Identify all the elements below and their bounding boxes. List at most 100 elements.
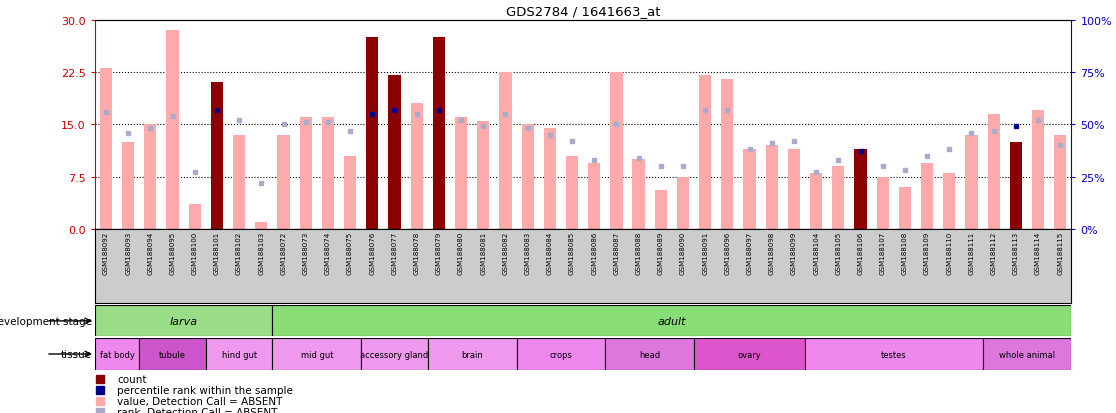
Bar bbox=[810, 173, 822, 229]
Text: GSM188115: GSM188115 bbox=[1057, 231, 1064, 275]
Bar bbox=[362, 339, 427, 370]
Text: GSM188080: GSM188080 bbox=[458, 231, 464, 275]
Bar bbox=[455, 118, 468, 229]
Text: larva: larva bbox=[170, 316, 198, 326]
Text: GSM188095: GSM188095 bbox=[170, 231, 175, 275]
Text: GSM188090: GSM188090 bbox=[680, 231, 686, 275]
Bar bbox=[144, 125, 156, 229]
Text: GSM188107: GSM188107 bbox=[879, 231, 886, 275]
Bar bbox=[256, 222, 268, 229]
Text: mid gut: mid gut bbox=[300, 350, 333, 358]
Text: GSM188073: GSM188073 bbox=[302, 231, 309, 275]
Title: GDS2784 / 1641663_at: GDS2784 / 1641663_at bbox=[506, 5, 661, 18]
Text: GSM188102: GSM188102 bbox=[237, 231, 242, 275]
Bar bbox=[876, 177, 888, 229]
Bar bbox=[1010, 142, 1022, 229]
Bar bbox=[122, 142, 134, 229]
Bar bbox=[388, 76, 401, 229]
Bar bbox=[610, 73, 623, 229]
Text: GSM188093: GSM188093 bbox=[125, 231, 132, 275]
Text: GSM188109: GSM188109 bbox=[924, 231, 930, 275]
Bar bbox=[478, 121, 489, 229]
Text: ovary: ovary bbox=[738, 350, 761, 358]
Text: GSM188110: GSM188110 bbox=[946, 231, 952, 275]
Text: GSM188114: GSM188114 bbox=[1035, 231, 1041, 275]
Bar bbox=[272, 306, 1071, 337]
Bar bbox=[189, 205, 201, 229]
Text: value, Detection Call = ABSENT: value, Detection Call = ABSENT bbox=[117, 396, 282, 406]
Bar bbox=[965, 135, 978, 229]
Text: GSM188081: GSM188081 bbox=[480, 231, 487, 275]
Text: GSM188089: GSM188089 bbox=[657, 231, 664, 275]
Text: GSM188097: GSM188097 bbox=[747, 231, 752, 275]
Bar bbox=[982, 339, 1071, 370]
Text: GSM188099: GSM188099 bbox=[791, 231, 797, 275]
Text: GSM188074: GSM188074 bbox=[325, 231, 330, 275]
Bar bbox=[855, 149, 867, 229]
Bar bbox=[411, 104, 423, 229]
Text: whole animal: whole animal bbox=[999, 350, 1055, 358]
Text: GSM188098: GSM188098 bbox=[769, 231, 775, 275]
Text: crops: crops bbox=[549, 350, 573, 358]
Bar bbox=[272, 339, 362, 370]
Bar bbox=[278, 135, 290, 229]
Bar bbox=[517, 339, 605, 370]
Text: development stage: development stage bbox=[0, 316, 92, 326]
Text: fat body: fat body bbox=[99, 350, 135, 358]
Bar bbox=[499, 73, 511, 229]
Text: GSM188096: GSM188096 bbox=[724, 231, 730, 275]
Text: GSM188104: GSM188104 bbox=[814, 231, 819, 275]
Text: GSM188106: GSM188106 bbox=[857, 231, 864, 275]
Text: GSM188076: GSM188076 bbox=[369, 231, 375, 275]
Bar bbox=[205, 339, 272, 370]
Text: hind gut: hind gut bbox=[222, 350, 257, 358]
Bar bbox=[788, 149, 800, 229]
Text: GSM188094: GSM188094 bbox=[147, 231, 153, 275]
Text: GSM188085: GSM188085 bbox=[569, 231, 575, 275]
Text: count: count bbox=[117, 374, 146, 384]
Bar bbox=[633, 160, 645, 229]
Text: adult: adult bbox=[657, 316, 686, 326]
Text: GSM188082: GSM188082 bbox=[502, 231, 509, 275]
Text: GSM188101: GSM188101 bbox=[214, 231, 220, 275]
Bar bbox=[699, 76, 711, 229]
Bar bbox=[211, 83, 223, 229]
Text: GSM188083: GSM188083 bbox=[525, 231, 530, 275]
Bar bbox=[898, 188, 911, 229]
Text: accessory gland: accessory gland bbox=[360, 350, 429, 358]
Bar bbox=[321, 118, 334, 229]
Bar bbox=[566, 156, 578, 229]
Bar bbox=[99, 69, 112, 229]
Text: testes: testes bbox=[881, 350, 906, 358]
Text: GSM188091: GSM188091 bbox=[702, 231, 709, 275]
Bar bbox=[95, 339, 140, 370]
Bar bbox=[299, 118, 311, 229]
Bar bbox=[427, 339, 517, 370]
Bar bbox=[943, 173, 955, 229]
Text: GSM188084: GSM188084 bbox=[547, 231, 552, 275]
Text: GSM188105: GSM188105 bbox=[836, 231, 841, 275]
Bar bbox=[694, 339, 805, 370]
Bar bbox=[743, 149, 756, 229]
Text: rank, Detection Call = ABSENT: rank, Detection Call = ABSENT bbox=[117, 407, 278, 413]
Bar bbox=[655, 191, 667, 229]
Text: brain: brain bbox=[461, 350, 483, 358]
Bar bbox=[1055, 135, 1067, 229]
Bar bbox=[677, 177, 689, 229]
Bar bbox=[140, 339, 205, 370]
Text: GSM188112: GSM188112 bbox=[991, 231, 997, 275]
Bar bbox=[805, 339, 982, 370]
Text: tissue: tissue bbox=[60, 349, 92, 359]
Bar bbox=[988, 114, 1000, 229]
Text: GSM188108: GSM188108 bbox=[902, 231, 908, 275]
Text: GSM188092: GSM188092 bbox=[103, 231, 109, 275]
Text: GSM188103: GSM188103 bbox=[258, 231, 264, 275]
Bar bbox=[433, 38, 445, 229]
Bar bbox=[833, 166, 845, 229]
Text: GSM188088: GSM188088 bbox=[636, 231, 642, 275]
Bar bbox=[766, 146, 778, 229]
Bar bbox=[344, 156, 356, 229]
Bar bbox=[921, 163, 933, 229]
Bar bbox=[366, 38, 378, 229]
Text: GSM188086: GSM188086 bbox=[591, 231, 597, 275]
